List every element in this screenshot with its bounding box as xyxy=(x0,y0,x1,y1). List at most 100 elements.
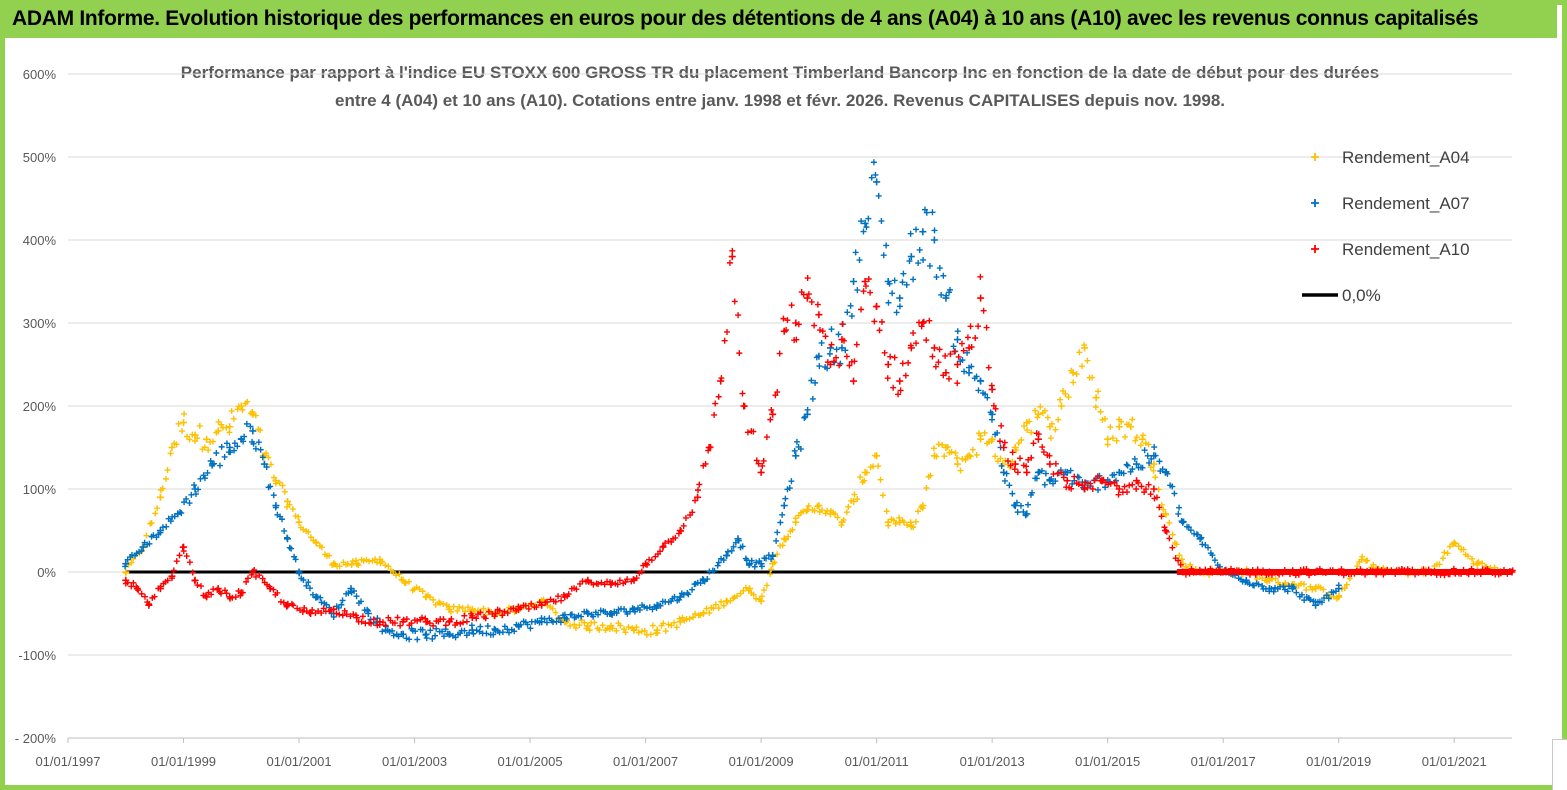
scatter-marker xyxy=(1068,367,1075,374)
scatter-marker xyxy=(491,613,498,620)
scatter-marker xyxy=(854,496,861,503)
scatter-marker xyxy=(1131,455,1138,462)
data-point xyxy=(930,344,938,352)
scatter-marker xyxy=(980,307,987,314)
scatter-marker xyxy=(583,625,590,632)
scatter-marker xyxy=(181,499,188,506)
scatter-marker xyxy=(1290,584,1297,591)
scatter-marker xyxy=(946,375,953,382)
scatter-marker xyxy=(239,406,246,413)
scatter-marker xyxy=(205,447,212,454)
scatter-marker xyxy=(774,389,781,396)
scatter-marker xyxy=(430,622,437,629)
scatter-marker xyxy=(890,517,897,524)
scatter-marker xyxy=(423,635,430,642)
scatter-marker xyxy=(272,504,279,511)
scatter-marker xyxy=(792,515,799,522)
scatter-marker xyxy=(1141,489,1148,496)
scatter-marker xyxy=(736,350,743,357)
scatter-marker xyxy=(552,598,559,605)
scatter-marker xyxy=(739,390,746,397)
scatter-marker xyxy=(1044,414,1051,421)
scatter-marker xyxy=(751,563,758,570)
scatter-marker xyxy=(538,615,545,622)
scatter-marker xyxy=(1115,491,1122,498)
scatter-marker xyxy=(390,632,397,639)
scatter-marker xyxy=(343,611,350,618)
scatter-marker xyxy=(896,514,903,521)
scatter-marker xyxy=(881,349,888,356)
scatter-marker xyxy=(248,410,255,417)
scatter-marker xyxy=(851,491,858,498)
scatter-marker xyxy=(376,621,383,628)
scatter-marker xyxy=(981,429,988,436)
scatter-marker xyxy=(1097,477,1104,484)
scatter-marker xyxy=(1039,444,1046,451)
scatter-marker xyxy=(735,312,742,319)
scatter-marker xyxy=(1177,561,1184,568)
scatter-marker xyxy=(368,620,375,627)
scatter-marker xyxy=(201,475,208,482)
scatter-marker xyxy=(176,552,183,559)
scatter-marker xyxy=(538,602,545,609)
scatter-marker xyxy=(758,563,765,570)
scatter-marker xyxy=(746,562,753,569)
scatter-marker xyxy=(339,612,346,619)
scatter-marker xyxy=(490,631,497,638)
scatter-marker xyxy=(1057,396,1064,403)
scatter-marker xyxy=(1133,485,1140,492)
scatter-marker xyxy=(525,605,532,612)
scatter-marker xyxy=(281,488,288,495)
scatter-marker xyxy=(1151,444,1158,451)
scatter-marker xyxy=(295,513,302,520)
scatter-marker xyxy=(704,576,711,583)
data-point xyxy=(896,294,904,302)
scatter-marker xyxy=(724,548,731,555)
scatter-marker xyxy=(436,599,443,606)
scatter-marker xyxy=(189,431,196,438)
scatter-marker xyxy=(968,363,975,370)
scatter-marker xyxy=(462,608,469,615)
scatter-marker xyxy=(231,447,238,454)
scatter-marker xyxy=(186,500,193,507)
scatter-marker xyxy=(138,548,145,555)
scatter-marker xyxy=(341,607,348,614)
scatter-marker xyxy=(135,587,142,594)
scatter-marker xyxy=(1255,581,1262,588)
scatter-marker xyxy=(768,406,775,413)
scatter-marker xyxy=(1025,456,1032,463)
scatter-marker xyxy=(590,613,597,620)
scatter-marker xyxy=(218,443,225,450)
scatter-marker xyxy=(1024,427,1031,434)
x-tick-label: 01/01/1999 xyxy=(151,754,216,769)
scatter-marker xyxy=(317,594,324,601)
chart-title: Performance par rapport à l'indice EU ST… xyxy=(181,63,1379,110)
scatter-marker xyxy=(712,400,719,407)
scatter-marker xyxy=(252,412,259,419)
data-point xyxy=(861,219,869,227)
scatter-marker xyxy=(1460,546,1467,553)
scatter-marker xyxy=(1135,479,1142,486)
scatter-marker xyxy=(1309,586,1316,593)
scatter-marker xyxy=(1178,556,1185,563)
data-point xyxy=(907,253,915,261)
scatter-marker xyxy=(138,590,145,597)
scatter-marker xyxy=(1142,440,1149,447)
scatter-marker xyxy=(306,585,313,592)
scatter-marker xyxy=(1001,477,1008,484)
scatter-marker xyxy=(1058,469,1065,476)
scatter-marker xyxy=(1052,426,1059,433)
scatter-marker xyxy=(838,522,845,529)
scatter-marker xyxy=(929,209,936,216)
scatter-marker xyxy=(257,427,264,434)
scatter-marker xyxy=(721,337,728,344)
scatter-marker xyxy=(213,449,220,456)
scatter-marker xyxy=(772,392,779,399)
scatter-marker xyxy=(432,632,439,639)
scatter-marker xyxy=(1144,452,1151,459)
scatter-marker xyxy=(1166,535,1173,542)
scatter-marker xyxy=(913,226,920,233)
data-point xyxy=(1034,410,1042,418)
scatter-marker xyxy=(907,230,914,237)
scatter-marker xyxy=(768,566,775,573)
